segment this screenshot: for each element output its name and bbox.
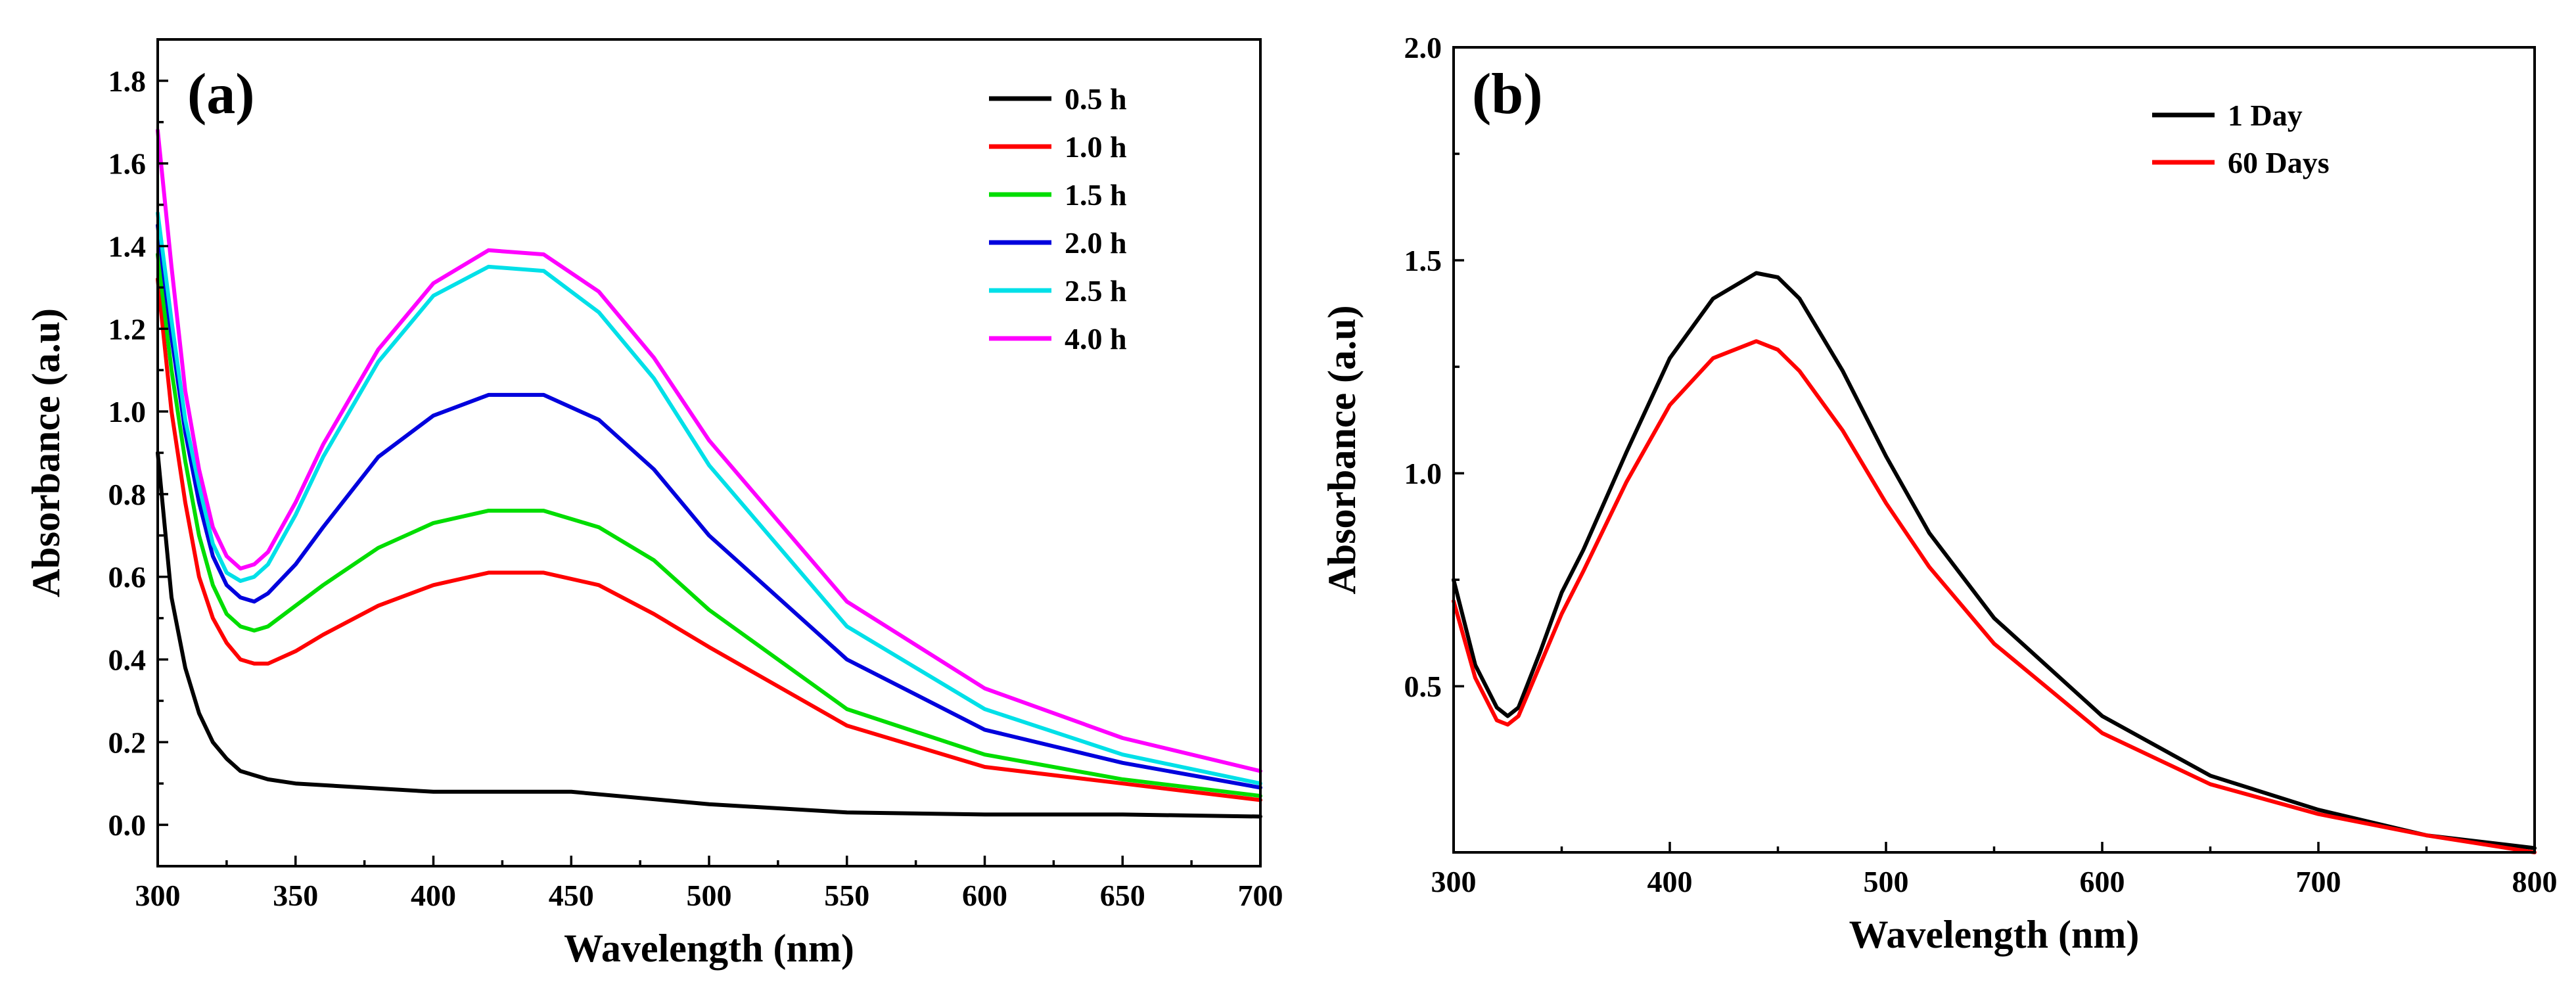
legend-label: 2.0 h <box>1065 226 1127 260</box>
y-tick-label: 0.8 <box>108 478 147 511</box>
x-tick-label: 600 <box>2080 865 2125 898</box>
legend-label: 60 Days <box>2228 146 2330 179</box>
panel-b-chart: 300 400 500 600 700 800 0.5 1.0 1.5 2.0 Wavelength… <box>1320 31 2558 956</box>
legend-label: 1 Day <box>2228 99 2303 132</box>
x-tick-label: 300 <box>135 879 181 912</box>
y-tick-label: 2.0 <box>1404 31 1442 64</box>
y-axis-title: Absorbance (a.u) <box>1320 305 1364 594</box>
legend: 1 Day 60 Days <box>2152 99 2330 179</box>
y-tick-label: 1.4 <box>108 230 147 264</box>
series-line-1-5-h <box>156 252 1262 798</box>
x-tick-label: 500 <box>687 879 732 912</box>
series-line-0-5-h <box>156 451 1262 819</box>
legend-label: 2.5 h <box>1065 274 1127 308</box>
legend-label: 4.0 h <box>1065 322 1127 356</box>
panel-label: (a) <box>187 62 255 126</box>
x-tick-label: 400 <box>1647 865 1693 898</box>
x-tick-label: 650 <box>1100 879 1145 912</box>
legend-label: 1.0 h <box>1065 130 1127 164</box>
y-tick-label: 1.8 <box>108 64 147 98</box>
series-line-4-0-h <box>156 128 1262 774</box>
x-tick-label: 300 <box>1431 865 1477 898</box>
y-tick-label: 0.0 <box>108 808 147 842</box>
y-tick-label: 0.4 <box>108 643 147 677</box>
series-line-60-days <box>1452 339 2537 854</box>
y-tick-label: 1.0 <box>1404 457 1442 490</box>
x-tick-label: 550 <box>824 879 869 912</box>
x-tick-label: 700 <box>2296 865 2341 898</box>
y-tick-label: 0.6 <box>108 561 147 594</box>
plot-frame <box>1452 46 2536 854</box>
series-group <box>156 128 1262 819</box>
y-tick-label: 0.5 <box>1404 670 1442 703</box>
x-tick-label: 500 <box>1864 865 1909 898</box>
y-tick-label: 1.6 <box>108 147 147 181</box>
x-axis-title: Wavelength (nm) <box>564 927 854 970</box>
x-tick-label: 700 <box>1238 879 1283 912</box>
y-tick-label: 1.0 <box>108 395 147 428</box>
y-tick-label: 1.2 <box>108 312 147 346</box>
panel-a-chart: 300 350 400 450 500 550 600 650 700 0.0 0.2 0.4 0.6 0… <box>24 38 1283 970</box>
x-tick-label: 600 <box>962 879 1007 912</box>
y-axis-title: Absorbance (a.u) <box>24 308 68 597</box>
x-tick-label: 350 <box>273 879 318 912</box>
legend-label: 0.5 h <box>1065 82 1127 116</box>
legend-label: 1.5 h <box>1065 178 1127 212</box>
series-line-2-0-h <box>156 223 1262 790</box>
y-tick-label: 0.2 <box>108 726 147 759</box>
series-line-2-5-h <box>156 211 1262 786</box>
series-group <box>1452 271 2537 854</box>
series-line-1-0-h <box>156 277 1262 802</box>
panel-label: (b) <box>1472 62 1543 126</box>
series-line-1-day <box>1452 271 2537 850</box>
y-tick-label: 1.5 <box>1404 244 1442 277</box>
x-tick-label: 400 <box>411 879 456 912</box>
x-tick-label: 800 <box>2512 865 2558 898</box>
x-tick-label: 450 <box>549 879 594 912</box>
legend: 0.5 h 1.0 h 1.5 h 2.0 h 2.5 h 4.0 h <box>989 82 1127 356</box>
x-axis-title: Wavelength (nm) <box>1849 913 2140 956</box>
